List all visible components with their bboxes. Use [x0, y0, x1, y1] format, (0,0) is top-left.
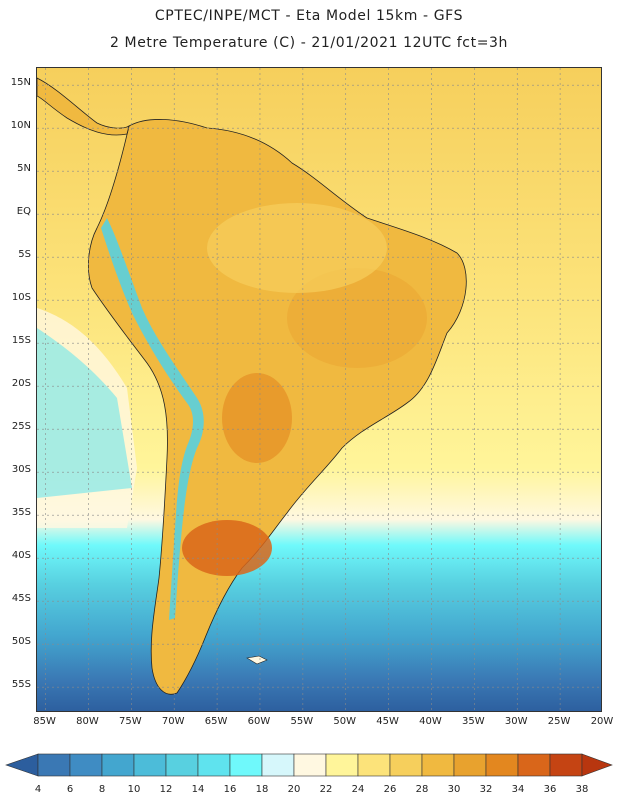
colorbar-segment [37, 753, 71, 777]
colorbar-level-label: 34 [511, 784, 525, 795]
latitude-tick-label: 35S [11, 507, 31, 519]
colorbar-segment [69, 753, 103, 777]
map-panel [36, 67, 602, 712]
longitude-tick-label: 65W [204, 716, 228, 727]
colorbar-segment [389, 753, 423, 777]
colorbar-level-label: 4 [34, 784, 42, 795]
hot-spot-argentina [182, 520, 272, 576]
latitude-tick-label: 15N [10, 77, 31, 89]
colorbar-level-label: 18 [255, 784, 269, 795]
colorbar-segment [197, 753, 231, 777]
colorbar-segment [101, 753, 135, 777]
colorbar-level-label: 12 [159, 784, 173, 795]
latitude-tick-label: 50S [11, 636, 31, 648]
colorbar-level-label: 14 [191, 784, 205, 795]
colorbar-level-label: 28 [415, 784, 429, 795]
colorbar-level-label: 16 [223, 784, 237, 795]
longitude-tick-label: 70W [161, 716, 185, 727]
colorbar-level-label: 20 [287, 784, 301, 795]
colorbar-segment [485, 753, 519, 777]
latitude-tick-label: 30S [11, 464, 31, 476]
longitude-tick-label: 85W [33, 716, 56, 727]
colorbar-segment [133, 753, 167, 777]
central-america-land [37, 77, 130, 136]
color-scale-bar [5, 753, 613, 777]
colorbar-level-label: 32 [479, 784, 493, 795]
colorbar-segment [325, 753, 359, 777]
colorbar-level-label: 6 [66, 784, 74, 795]
latitude-tick-label: 10N [10, 120, 31, 132]
colorbar-segment [229, 753, 263, 777]
latitude-tick-label: 20S [11, 378, 31, 390]
colorbar-segment [421, 753, 455, 777]
andes-cold-strip [101, 218, 204, 620]
longitude-tick-label: 35W [462, 716, 485, 727]
colorbar-segment [453, 753, 487, 777]
falkland-islands [246, 655, 268, 665]
longitude-tick-label: 25W [547, 716, 571, 727]
latitude-tick-label: 45S [11, 593, 31, 605]
longitude-tick-label: 40W [419, 716, 442, 727]
colorbar-segment [165, 753, 199, 777]
latitude-tick-label: 5S [18, 249, 31, 261]
colorbar-level-label: 26 [383, 784, 397, 795]
latitude-tick-label: 5N [17, 163, 31, 175]
cool-region-amazon [207, 203, 387, 293]
colorbar-level-label: 22 [319, 784, 333, 795]
title-line-1: CPTEC/INPE/MCT - Eta Model 15km - GFS [154, 8, 464, 24]
colorbar-level-label: 10 [127, 784, 141, 795]
latitude-tick-label: 15S [11, 335, 31, 347]
longitude-tick-label: 20W [590, 716, 614, 727]
warm-region-chaco [222, 373, 292, 463]
longitude-tick-label: 45W [376, 716, 399, 727]
temperature-map [37, 68, 601, 711]
title-line-2: 2 Metre Temperature (C) - 21/01/2021 12U… [109, 35, 509, 51]
longitude-tick-label: 50W [333, 716, 357, 727]
latitude-tick-label: 55S [11, 679, 31, 691]
graticule [37, 68, 601, 711]
longitude-tick-label: 30W [504, 716, 528, 727]
colorbar-lower-arrow [5, 753, 39, 777]
pacific-cold-water [37, 328, 132, 498]
longitude-tick-label: 80W [76, 716, 99, 727]
colorbar-level-label: 36 [543, 784, 557, 795]
colorbar-segment [357, 753, 391, 777]
colorbar-level-label: 38 [575, 784, 589, 795]
colorbar-level-label: 24 [351, 784, 365, 795]
colorbar-segment [549, 753, 583, 777]
latitude-tick-label: 40S [11, 550, 31, 562]
longitude-tick-label: 60W [247, 716, 271, 727]
latitude-tick-label: 10S [11, 292, 31, 304]
latitude-tick-label: 25S [11, 421, 31, 433]
colorbar-level-label: 8 [98, 784, 106, 795]
colorbar-upper-arrow [581, 753, 613, 777]
longitude-tick-label: 75W [119, 716, 142, 727]
colorbar-level-label: 30 [447, 784, 461, 795]
colorbar-segment [261, 753, 295, 777]
colorbar-segment [293, 753, 327, 777]
colorbar-segment [517, 753, 551, 777]
longitude-tick-label: 55W [290, 716, 314, 727]
latitude-tick-label: EQ [16, 206, 31, 218]
